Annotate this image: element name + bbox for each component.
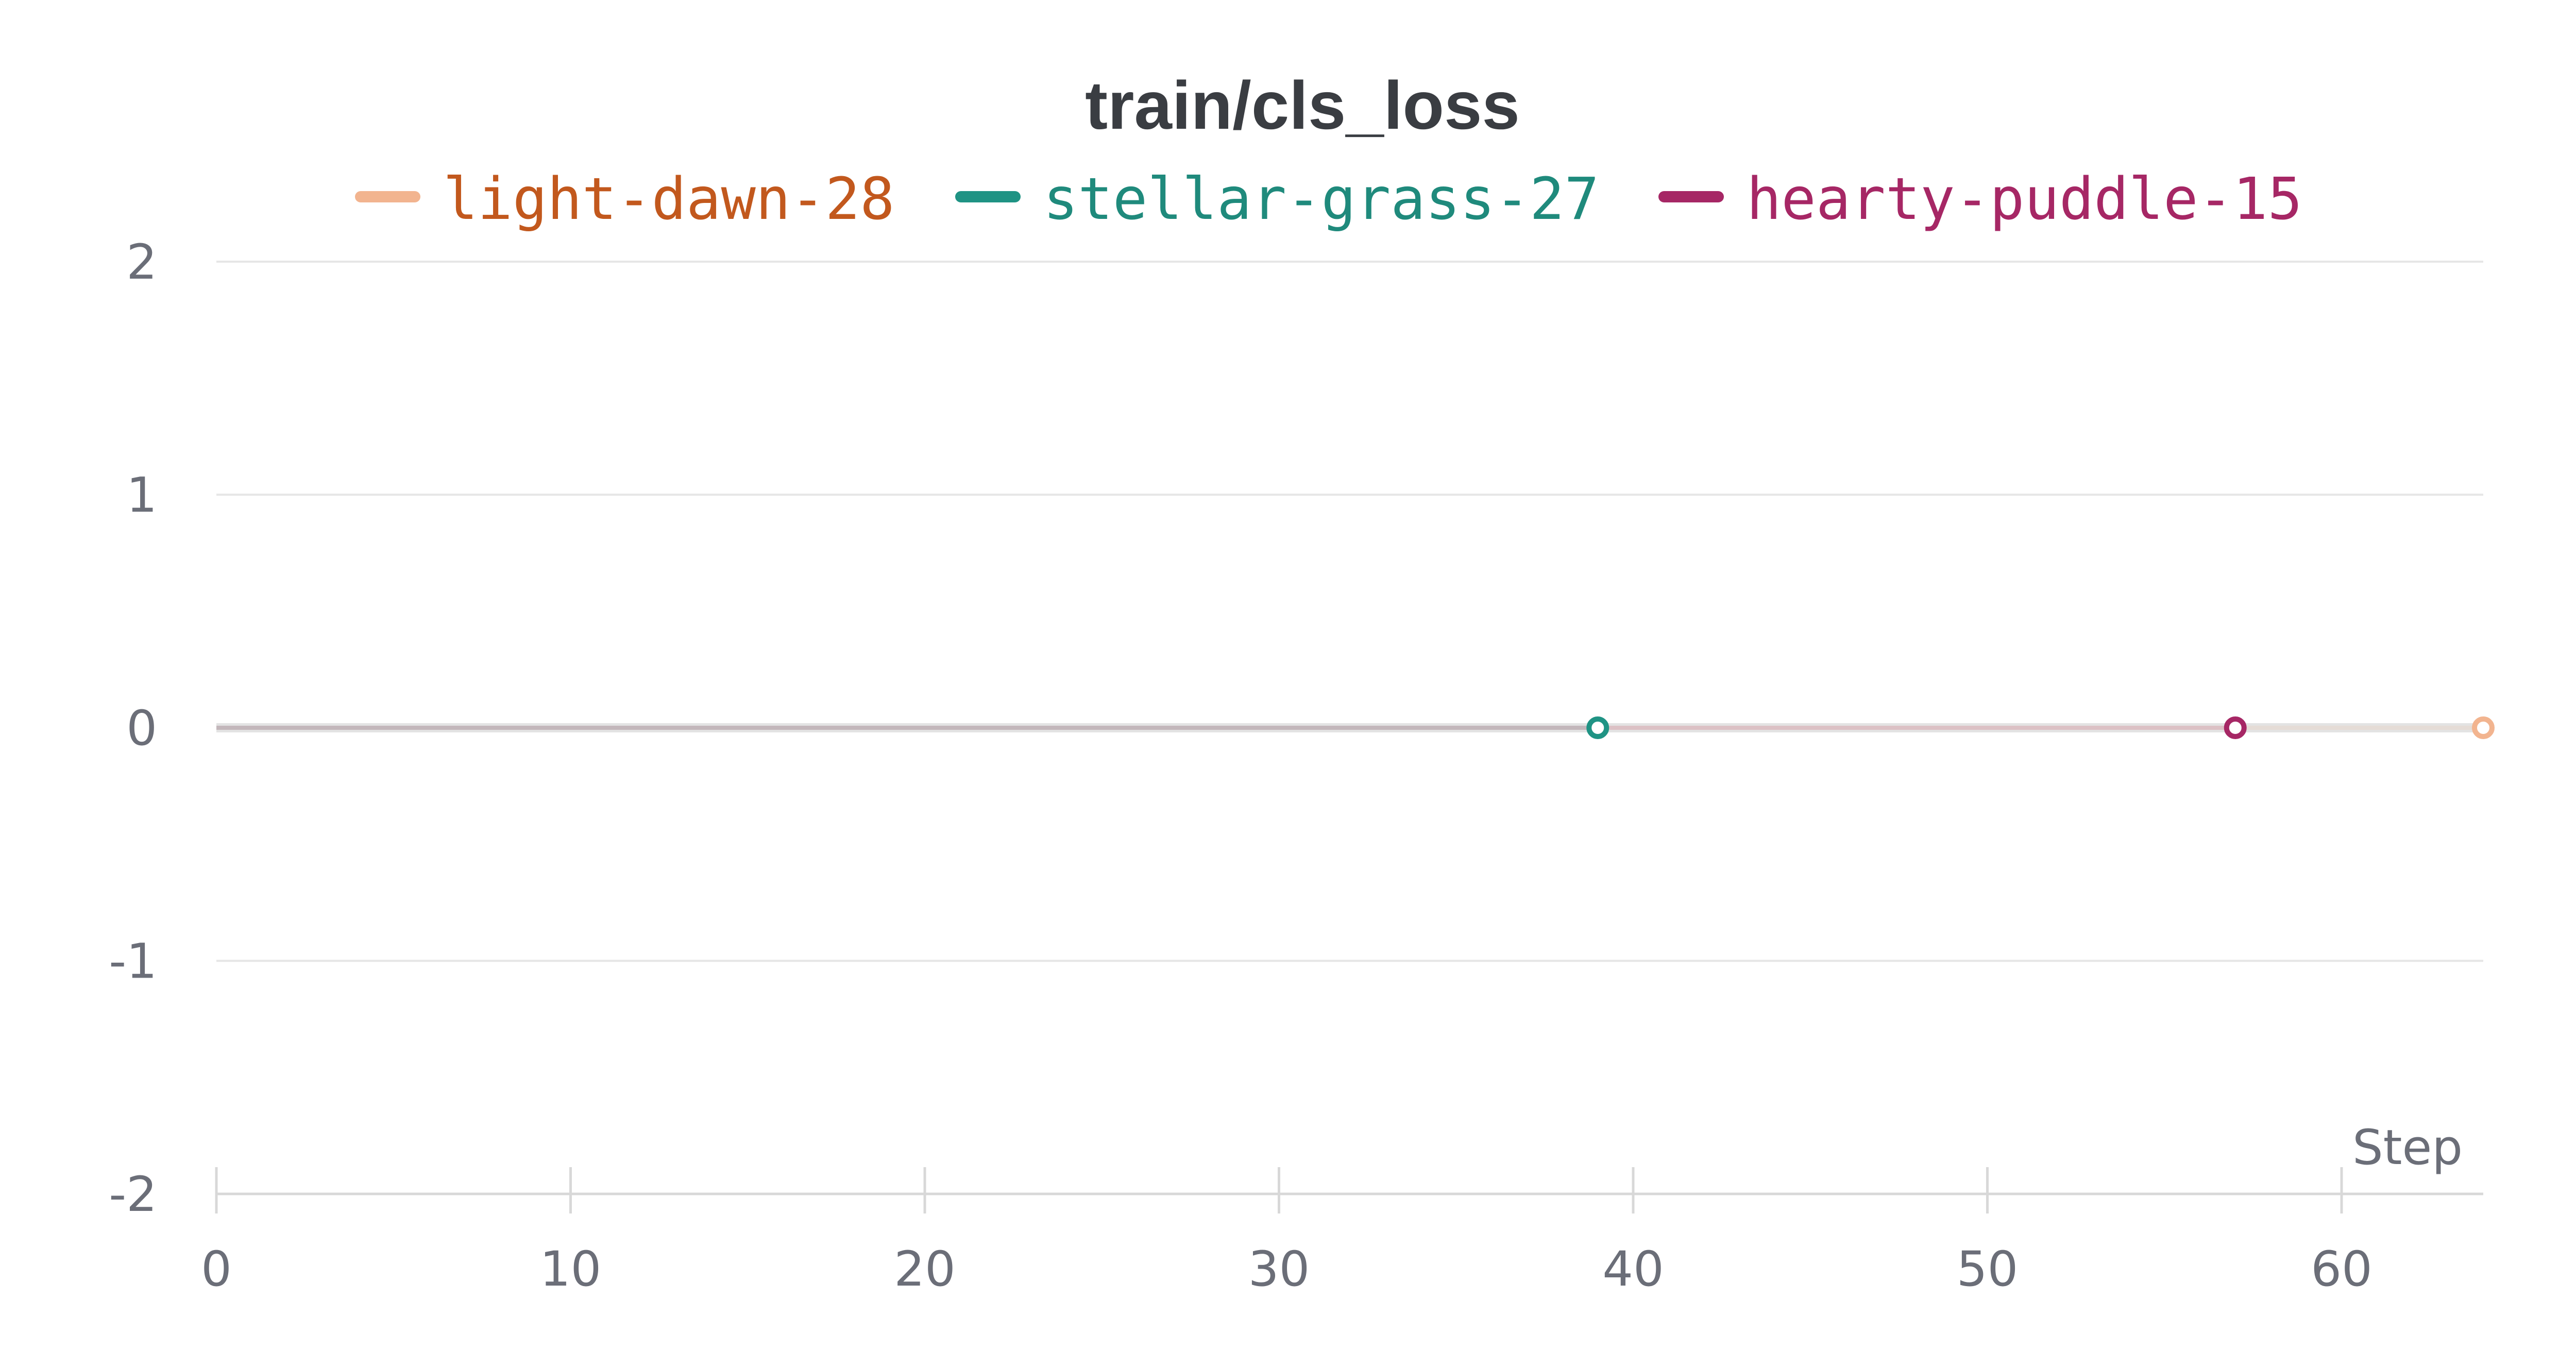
- y-axis: 2 1 0 -1 -2: [109, 234, 157, 1223]
- x-tick-label: 20: [894, 1241, 956, 1297]
- data-point-stellar-grass-27[interactable]: [1586, 716, 1609, 739]
- x-tick-label: 40: [1602, 1241, 1664, 1297]
- x-tick-label: 30: [1248, 1241, 1310, 1297]
- x-tick-label: 60: [2311, 1241, 2372, 1297]
- y-tick-label: -2: [109, 1167, 157, 1223]
- data-point-light-dawn-28[interactable]: [2472, 716, 2495, 739]
- legend: light-dawn-28 stellar-grass-27 hearty-pudd…: [355, 166, 2302, 233]
- chart-title: train/cls_loss: [1085, 67, 1520, 143]
- y-tick-label: -1: [109, 934, 157, 990]
- y-tick-label: 0: [126, 700, 157, 757]
- x-tick-label: 50: [1957, 1241, 2019, 1297]
- legend-label: hearty-puddle-15: [1747, 166, 2302, 233]
- series-points: [1586, 716, 2495, 739]
- x-tick-label: 10: [540, 1241, 602, 1297]
- x-tick-label: 0: [201, 1241, 232, 1297]
- legend-item[interactable]: hearty-puddle-15: [1658, 166, 2302, 233]
- legend-item[interactable]: stellar-grass-27: [955, 166, 1599, 233]
- grid: [216, 261, 2483, 962]
- y-tick-label: 1: [126, 468, 157, 524]
- y-tick-label: 2: [126, 234, 157, 290]
- legend-label: stellar-grass-27: [1043, 166, 1599, 233]
- data-point-hearty-puddle-15[interactable]: [2224, 716, 2247, 739]
- x-axis-title: Step: [2352, 1120, 2463, 1176]
- x-axis: 0 10 20 30 40 50 60 Step: [201, 1120, 2483, 1297]
- legend-item[interactable]: light-dawn-28: [355, 166, 895, 233]
- legend-label: light-dawn-28: [443, 166, 895, 233]
